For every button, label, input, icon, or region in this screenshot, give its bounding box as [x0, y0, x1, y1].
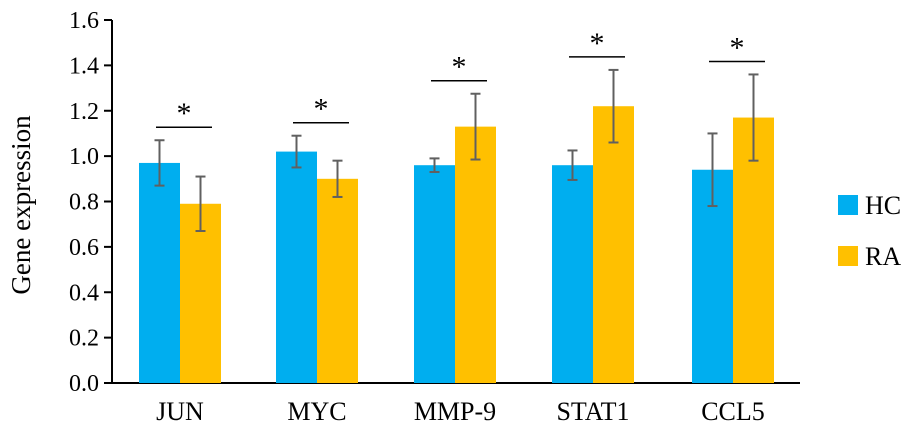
- bar-ra-myc: [317, 178, 358, 383]
- bar-ra-jun: [180, 203, 221, 383]
- y-tick-label: 1.2: [69, 99, 99, 125]
- significance-star: *: [177, 97, 192, 130]
- error-bars-layer: [154, 68, 759, 232]
- significance-star: *: [314, 93, 329, 126]
- legend-swatch-ra: [838, 246, 858, 266]
- y-tick-label: 1.0: [69, 144, 99, 170]
- bar-ra-stat1: [593, 106, 634, 384]
- y-tick-label: 0.8: [69, 190, 99, 216]
- legend: HC RA: [838, 191, 901, 271]
- y-tick-label: 1.6: [69, 8, 99, 34]
- y-axis-label: Gene expression: [6, 115, 36, 295]
- significance-star: *: [730, 31, 745, 64]
- y-axis-label-group: Gene expression: [6, 115, 36, 295]
- y-tick-label: 0.4: [69, 280, 99, 306]
- significance-star: *: [590, 27, 605, 60]
- x-tick-label: MMP-9: [414, 397, 496, 426]
- significance-star: *: [452, 51, 467, 84]
- y-tick-label: 0.0: [69, 371, 99, 397]
- bar-hc-stat1: [552, 165, 593, 383]
- bar-ra-ccl5: [733, 117, 774, 384]
- legend-label-hc: HC: [865, 191, 901, 220]
- bar-ra-mmp-9: [455, 126, 496, 383]
- category-labels: JUN MYC MMP-9 STAT1 CCL5: [156, 397, 765, 426]
- legend-label-ra: RA: [865, 242, 901, 271]
- x-tick-label: MYC: [287, 397, 346, 426]
- y-tick-label: 1.4: [69, 53, 99, 79]
- bars-layer: [139, 106, 774, 384]
- y-tick-label: 0.6: [69, 235, 99, 261]
- y-ticks: 0.0 0.2 0.4 0.6 0.8 1.0 1.2 1.4 1.6: [69, 8, 112, 397]
- legend-swatch-hc: [838, 195, 858, 215]
- y-tick-label: 0.2: [69, 326, 99, 352]
- bar-hc-jun: [139, 162, 180, 383]
- x-tick-label: STAT1: [556, 397, 629, 426]
- x-tick-label: JUN: [156, 397, 204, 426]
- bar-hc-mmp-9: [414, 165, 455, 383]
- x-tick-label: CCL5: [701, 397, 765, 426]
- bar-hc-myc: [276, 151, 317, 383]
- significance-layer: * * * * *: [156, 27, 765, 130]
